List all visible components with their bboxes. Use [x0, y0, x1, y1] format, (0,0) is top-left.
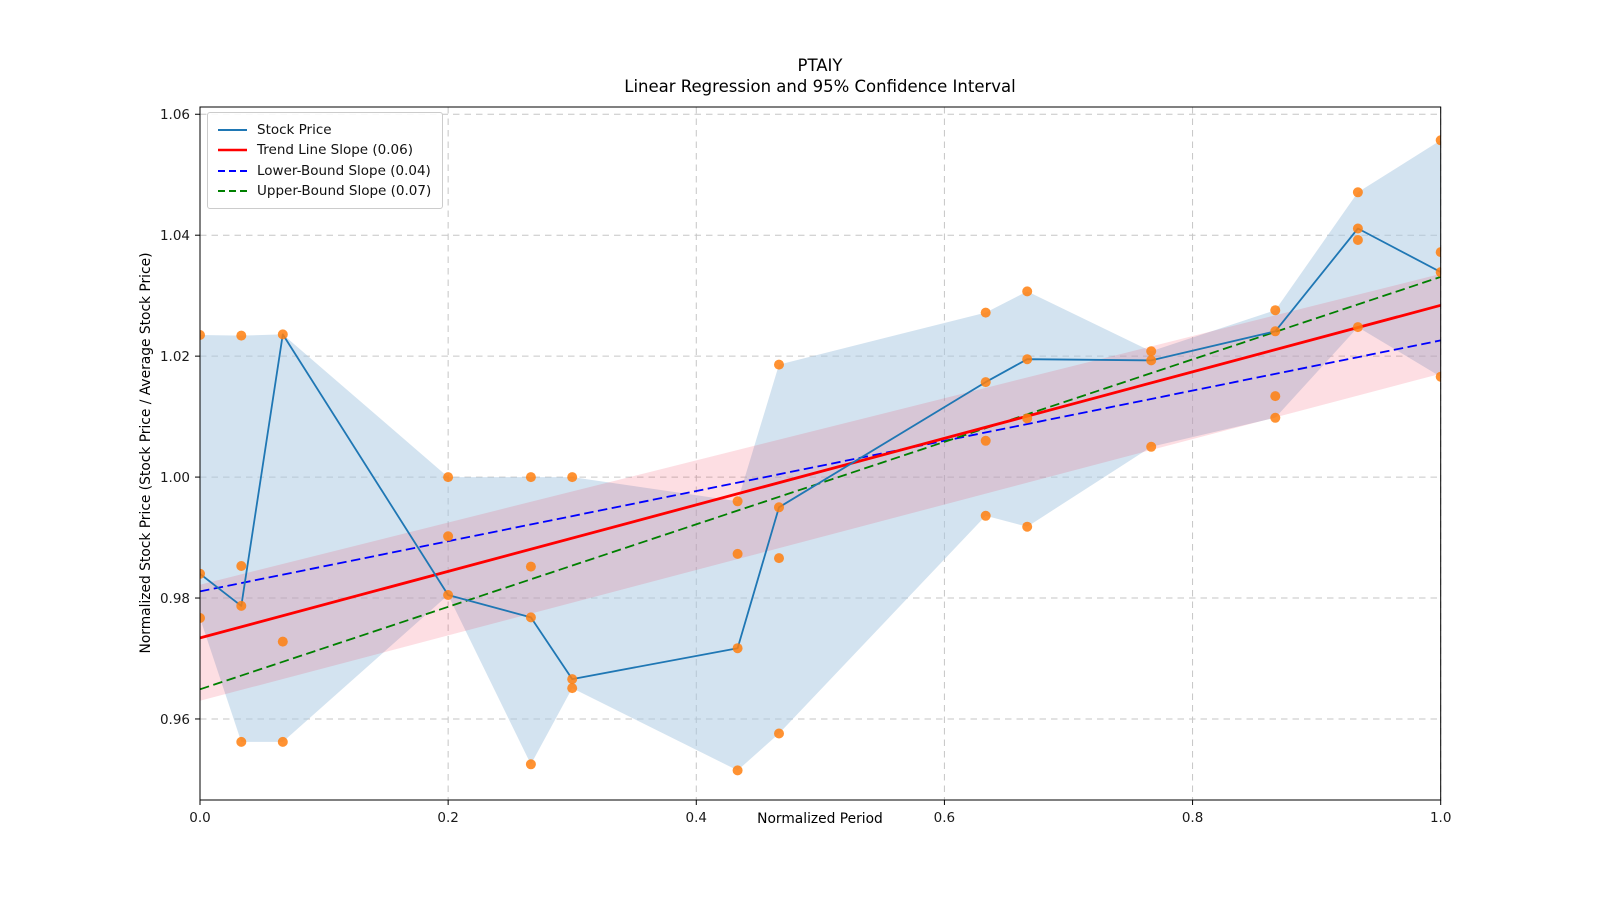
- tick-marks: [195, 113, 1442, 805]
- scatter-point: [443, 590, 454, 600]
- scatter-point: [200, 568, 205, 579]
- scatter-point: [443, 531, 454, 542]
- legend-item-3: Upper-Bound Slope (0.07): [217, 182, 431, 202]
- y-axis-label: Normalized Stock Price (Stock Price / Av…: [138, 252, 154, 654]
- legend-line-sample: [218, 128, 247, 131]
- scatter-point: [732, 643, 743, 654]
- scatter-point: [277, 329, 288, 340]
- scatter-point: [732, 765, 743, 776]
- scatter-point: [1435, 371, 1441, 382]
- scatter-point: [567, 683, 578, 694]
- scatter-point: [774, 728, 784, 739]
- y-tick-label: 1.06: [160, 107, 190, 123]
- minmax-envelope: [200, 140, 1441, 771]
- scatter-point: [525, 472, 536, 483]
- regression-lines: [200, 276, 1441, 691]
- tick-labels: 0.0 0.2 0.4 0.6 0.8 1.0 0.96 0.98 1.00 1.02 1.04 1.…: [160, 107, 1452, 826]
- legend-line-sample: [218, 190, 247, 193]
- scatter-point: [1352, 187, 1363, 198]
- scatter-point: [1270, 412, 1281, 423]
- scatter-point: [1435, 247, 1441, 258]
- scatter-point: [236, 561, 247, 571]
- y-tick-label: 1.04: [160, 228, 190, 244]
- scatter-point: [525, 561, 536, 572]
- legend-item-0: Stock Price: [217, 120, 431, 140]
- scatter-point: [236, 736, 247, 747]
- legend-item-2: Lower-Bound Slope (0.04): [217, 161, 431, 181]
- scatter-point: [1146, 355, 1157, 366]
- legend-label: Lower-Bound Slope (0.04): [257, 162, 431, 179]
- scatter-point: [200, 330, 205, 340]
- scatter-point: [1146, 441, 1157, 452]
- x-tick-label: 1.0: [1430, 810, 1451, 826]
- y-tick-label: 1.00: [160, 470, 190, 486]
- scatter-point: [525, 759, 536, 770]
- x-axis-label: Normalized Period: [757, 811, 883, 827]
- scatter-point: [1022, 286, 1033, 297]
- scatter-point: [1352, 223, 1363, 234]
- scatter-point: [1270, 391, 1281, 402]
- scatter-point: [443, 472, 454, 483]
- scatter-point: [980, 435, 991, 446]
- x-tick-label: 0.4: [686, 810, 707, 826]
- chart-title: PTAIY: [797, 56, 843, 75]
- scatter-point: [1270, 326, 1281, 337]
- scatter-point: [980, 510, 991, 521]
- scatter-points: [200, 135, 1441, 776]
- scatter-point: [525, 612, 536, 623]
- scatter-point: [277, 636, 288, 647]
- legend-label: Stock Price: [257, 121, 332, 138]
- chart-title-block: PTAIY Linear Regression and 95% Confiden…: [220, 55, 1420, 97]
- upper-bound-line: [200, 276, 1441, 691]
- scatter-point: [1022, 413, 1033, 424]
- scatter-point: [774, 359, 784, 370]
- y-tick-label: 0.96: [160, 712, 190, 728]
- chart-subtitle: Linear Regression and 95% Confidence Int…: [624, 77, 1016, 96]
- scatter-point: [980, 307, 991, 318]
- scatter-point: [236, 330, 247, 341]
- lower-bound-line: [200, 339, 1441, 593]
- scatter-point: [1435, 135, 1441, 146]
- scatter-point: [1270, 305, 1281, 316]
- scatter-point: [567, 674, 578, 685]
- scatter-point: [1022, 521, 1033, 532]
- scatter-point: [774, 502, 784, 513]
- axes-spines: [199, 106, 1442, 801]
- scatter-point: [277, 736, 288, 747]
- scatter-point: [732, 548, 743, 559]
- x-tick-label: 0.2: [437, 810, 458, 826]
- stock-price-line: [200, 227, 1441, 680]
- legend-label: Upper-Bound Slope (0.07): [257, 183, 432, 200]
- scatter-point: [1435, 267, 1441, 278]
- x-tick-label: 0.6: [934, 810, 955, 826]
- legend-line-sample: [218, 169, 247, 172]
- scatter-point: [1352, 235, 1363, 245]
- scatter-point: [1146, 346, 1157, 357]
- legend: Stock Price Trend Line Slope (0.06) Lower-…: [207, 112, 444, 209]
- scatter-point: [732, 496, 743, 507]
- legend-label: Trend Line Slope (0.06): [257, 142, 414, 159]
- x-tick-label: 0.8: [1182, 810, 1203, 826]
- scatter-point: [774, 553, 784, 564]
- legend-line-sample: [218, 148, 247, 152]
- scatter-point: [1352, 322, 1363, 333]
- legend-item-1: Trend Line Slope (0.06): [217, 141, 431, 161]
- scatter-point: [200, 613, 205, 623]
- y-tick-label: 0.98: [160, 591, 190, 607]
- x-tick-label: 0.0: [189, 810, 210, 826]
- scatter-point: [1022, 354, 1033, 365]
- trend-line: [200, 303, 1441, 640]
- scatter-point: [236, 600, 247, 611]
- scatter-point: [567, 472, 578, 483]
- scatter-point: [980, 377, 991, 388]
- y-tick-label: 1.02: [160, 349, 190, 365]
